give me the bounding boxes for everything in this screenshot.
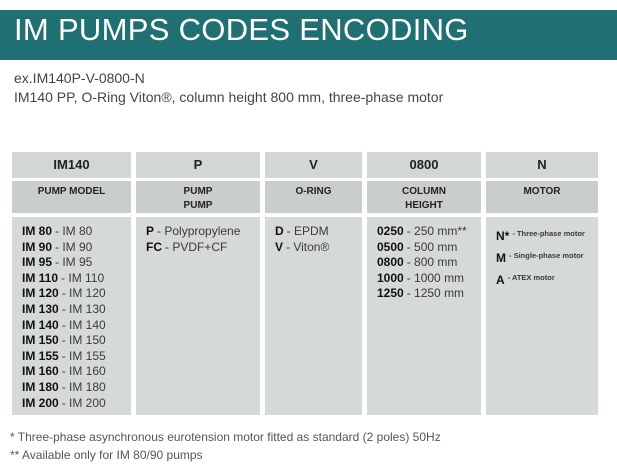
code-item: IM 180- IM 180 [22, 380, 131, 396]
column-label: PUMP PUMP [136, 181, 260, 213]
title-bar [0, 10, 617, 60]
item-code: P [146, 224, 155, 238]
code-item: 1000- 1000 mm [377, 271, 481, 287]
item-text: - Viton® [286, 239, 330, 254]
code-item: IM 110- IM 110 [22, 271, 131, 287]
item-code: IM 160 [22, 364, 59, 379]
code-item: FC - PVDF+CF [146, 240, 260, 256]
item-code: M [496, 251, 506, 265]
page-title: IM PUMPS CODES ENCODING [14, 12, 469, 47]
item-code: FC [146, 239, 162, 254]
code-item: A- ATEX motor [496, 268, 598, 290]
item-text: - IM 95 [55, 255, 93, 270]
item-text: - EPDM [286, 224, 329, 238]
code-item: IM 120- IM 120 [22, 286, 131, 302]
item-text: - IM 180 [61, 379, 106, 394]
item-text: - Three-phase motor [512, 229, 585, 238]
item-code: 1000 [377, 270, 404, 285]
item-text: - IM 160 [61, 364, 106, 379]
code-item: V- Viton® [275, 240, 362, 256]
code-item: IM 90- IM 90 [22, 240, 131, 256]
code-item: 0500- 500 mm [377, 240, 481, 256]
item-code: IM 155 [22, 348, 59, 363]
item-code: IM 95 [22, 255, 53, 270]
code-item: 0800- 800 mm [377, 255, 481, 271]
item-text: - IM 130 [61, 301, 106, 316]
code-item: IM 95- IM 95 [22, 255, 131, 271]
item-text: - IM 200 [61, 395, 106, 410]
item-text: - 1000 mm [406, 270, 465, 285]
item-text: - ATEX motor [507, 273, 555, 282]
item-text: - IM 90 [55, 239, 93, 254]
column-header: IM140 [12, 152, 131, 178]
table-column: 0800 COLUMN HEIGHT 0250- 250 mm** 0500- 500… [367, 152, 481, 415]
item-text: - IM 80 [55, 224, 93, 238]
column-header: V [265, 152, 362, 178]
item-code: IM 200 [22, 395, 59, 410]
code-item: IM 200- IM 200 [22, 396, 131, 412]
code-item: M- Single-phase motor [496, 246, 598, 268]
item-code: IM 80 [22, 224, 53, 238]
item-text: - PVDF+CF [165, 239, 228, 254]
code-item: IM 140- IM 140 [22, 318, 131, 334]
column-header: 0800 [367, 152, 481, 178]
item-text: - 250 mm** [406, 224, 467, 238]
item-text: - Single-phase motor [509, 251, 584, 260]
column-body: P- Polypropylene FC - PVDF+CF [136, 217, 260, 415]
table-column: V O-RING D - EPDM V - Viton® [265, 152, 362, 415]
footnote: * Three-phase asynchronous eurotension m… [10, 430, 441, 444]
item-code: V [275, 239, 284, 254]
item-code: 1250 [377, 286, 404, 301]
item-code: IM 130 [22, 301, 59, 316]
item-text: - 800 mm [406, 255, 458, 270]
column-label: COLUMN HEIGHT [367, 181, 481, 213]
table-column: P PUMP PUMP P - Polypropylene FC - PVDF+CF [136, 152, 260, 415]
item-text: - IM 150 [61, 333, 106, 348]
item-code: 0250 [377, 224, 404, 238]
code-item: D- EPDM [275, 224, 362, 240]
column-label: PUMP MODEL [12, 181, 131, 213]
column-body: N* - Three-phase motor M - Single-phase mot… [486, 217, 598, 415]
item-code: IM 120 [22, 286, 59, 301]
column-body: 0250- 250 mm** 0500- 500 mm 0800- 800 mm 10… [367, 217, 481, 415]
code-item: IM 150- IM 150 [22, 333, 131, 349]
code-item: P- Polypropylene [146, 224, 260, 240]
item-text: - 500 mm [406, 239, 458, 254]
item-code: 0500 [377, 239, 404, 254]
table-column: N MOTOR N* - Three-phase motor M - Single-pha… [486, 152, 598, 415]
code-item: 0250- 250 mm** [377, 224, 481, 240]
example-code: ex.IM140P-V-0800-N [14, 70, 145, 86]
code-item: IM 130- IM 130 [22, 302, 131, 318]
code-item: IM 80- IM 80 [22, 224, 131, 240]
column-body: D- EPDM V - Viton® [265, 217, 362, 415]
column-body: IM 80- IM 80 IM 90- IM 90 IM 95- IM 95 IM 1… [12, 217, 131, 415]
item-text: - IM 110 [61, 270, 105, 285]
item-text: - IM 140 [61, 317, 106, 332]
item-code: D [275, 224, 284, 238]
column-header: N [486, 152, 598, 178]
item-code: IM 110 [22, 270, 59, 285]
item-code: 0800 [377, 255, 404, 270]
code-item: N* - Three-phase motor [496, 224, 598, 246]
item-code: A [496, 273, 505, 287]
table-column: IM140 PUMP MODEL IM 80- IM 80 IM 90- IM 90 I… [12, 152, 131, 415]
column-label: O-RING [265, 181, 362, 213]
code-item: IM 160- IM 160 [22, 364, 131, 380]
item-code: N* [496, 229, 510, 243]
item-code: IM 180 [22, 379, 59, 394]
column-header: P [136, 152, 260, 178]
item-code: IM 150 [22, 333, 59, 348]
footnote: ** Available only for IM 80/90 pumps [10, 448, 203, 462]
example-description: IM140 PP, O-Ring Viton®, column height 8… [14, 89, 444, 105]
code-item: IM 155- IM 155 [22, 349, 131, 365]
item-text: - IM 120 [61, 286, 106, 301]
column-label: MOTOR [486, 181, 598, 213]
item-text: - IM 155 [61, 348, 106, 363]
item-text: - Polypropylene [157, 224, 241, 238]
item-code: IM 90 [22, 239, 53, 254]
item-code: IM 140 [22, 317, 59, 332]
item-text: - 1250 mm [406, 286, 465, 301]
code-item: 1250- 1250 mm [377, 286, 481, 302]
